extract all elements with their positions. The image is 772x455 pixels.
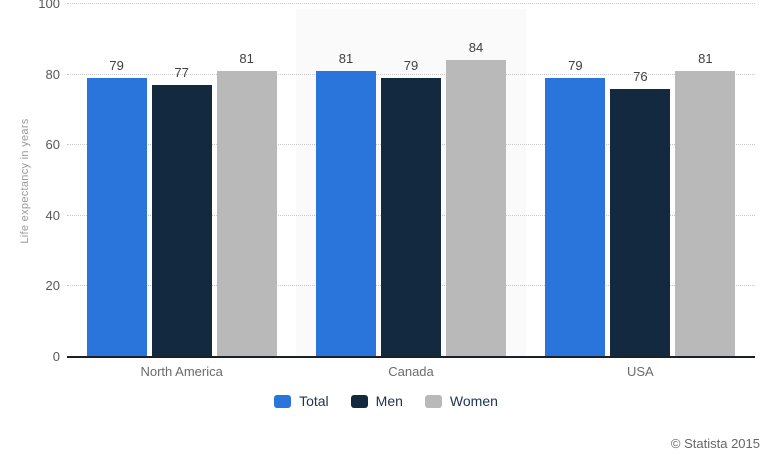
value-label-canada-total: 81: [338, 51, 354, 67]
y-tick-label-0: 0: [52, 349, 60, 364]
bar-north-america-men[interactable]: [151, 85, 212, 357]
legend-item-women[interactable]: Women: [424, 393, 498, 410]
legend-swatch-women: [424, 395, 442, 408]
y-tick-label-60: 60: [45, 137, 60, 153]
x-axis-label-canada: Canada: [388, 364, 434, 379]
y-tick-label-80: 80: [45, 66, 60, 82]
legend: Total Men Women: [0, 393, 772, 410]
bar-canada-total[interactable]: [316, 71, 376, 357]
bar-usa-men[interactable]: [610, 88, 671, 357]
legend-swatch-total: [274, 395, 292, 408]
bar-canada-men[interactable]: [381, 78, 441, 357]
legend-label-total: Total: [299, 393, 329, 409]
legend-label-men: Men: [375, 393, 403, 409]
value-label-north-america-total: 79: [109, 58, 124, 74]
value-label-usa-total: 79: [568, 58, 583, 74]
bar-north-america-women[interactable]: [216, 71, 277, 357]
bar-north-america-total[interactable]: [86, 78, 147, 357]
gridline-80: [67, 73, 755, 75]
value-label-usa-women: 81: [698, 51, 713, 67]
x-axis-label-usa: USA: [626, 364, 654, 379]
x-axis-label-north-america: North America: [140, 364, 223, 379]
y-tick-label-100: 100: [38, 0, 60, 11]
value-label-canada-women: 84: [468, 40, 484, 56]
x-axis-line: [67, 356, 755, 358]
legend-label-women: Women: [449, 393, 498, 409]
legend-item-men[interactable]: Men: [350, 393, 403, 410]
plot-area: 79 77 81 81 79 84 79 76 81 North America Canada US…: [67, 3, 755, 379]
bar-usa-women[interactable]: [675, 71, 736, 357]
bar-canada-women[interactable]: [446, 60, 506, 357]
value-label-canada-men: 79: [403, 58, 419, 74]
bar-usa-total[interactable]: [545, 78, 606, 357]
legend-item-total[interactable]: Total: [274, 393, 329, 410]
y-tick-label-20: 20: [45, 278, 60, 294]
gridline-100: [67, 3, 755, 4]
y-tick-label-40: 40: [45, 207, 60, 223]
attribution: © Statista 2015: [670, 436, 760, 451]
legend-swatch-men: [350, 395, 368, 408]
value-label-north-america-men: 77: [174, 65, 189, 81]
value-label-usa-men: 76: [633, 68, 648, 84]
value-label-north-america-women: 81: [239, 51, 254, 67]
